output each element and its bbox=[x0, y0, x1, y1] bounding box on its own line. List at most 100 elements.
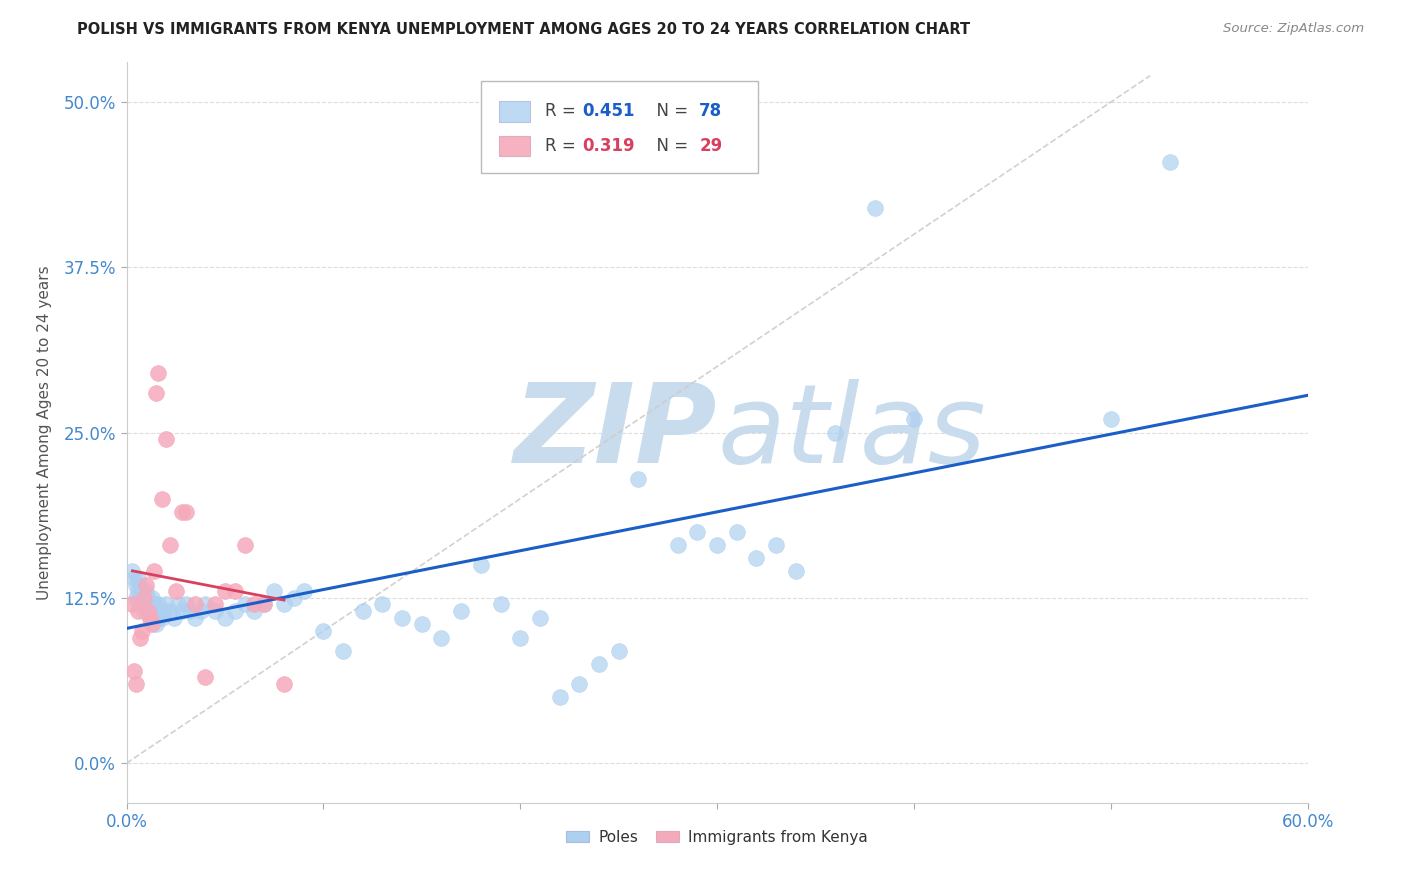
Point bbox=[863, 201, 886, 215]
Point bbox=[125, 591, 148, 605]
Point bbox=[588, 657, 610, 671]
Text: 29: 29 bbox=[699, 137, 723, 155]
Point bbox=[1159, 154, 1181, 169]
Point bbox=[273, 677, 295, 691]
Point bbox=[124, 571, 146, 585]
Point bbox=[136, 604, 159, 618]
Point bbox=[292, 584, 315, 599]
Point bbox=[131, 584, 153, 599]
Point bbox=[134, 591, 156, 605]
Point bbox=[139, 611, 162, 625]
Point bbox=[194, 598, 217, 612]
Point bbox=[134, 604, 156, 618]
Point bbox=[145, 617, 167, 632]
Point bbox=[127, 584, 149, 599]
Point bbox=[166, 598, 188, 612]
Text: ZIP: ZIP bbox=[513, 379, 717, 486]
Point bbox=[124, 664, 146, 678]
Point bbox=[666, 538, 689, 552]
Point bbox=[170, 604, 193, 618]
Point bbox=[509, 631, 531, 645]
Point bbox=[214, 611, 236, 625]
Point bbox=[121, 598, 143, 612]
Point bbox=[686, 524, 709, 539]
Point bbox=[243, 598, 266, 612]
Point bbox=[243, 604, 266, 618]
Text: R =: R = bbox=[544, 137, 581, 155]
Point bbox=[155, 598, 177, 612]
Point bbox=[450, 604, 472, 618]
Point bbox=[143, 565, 166, 579]
Point bbox=[568, 677, 591, 691]
Point bbox=[139, 611, 162, 625]
Point bbox=[149, 604, 172, 618]
Point bbox=[136, 591, 159, 605]
Point bbox=[159, 538, 181, 552]
Point bbox=[253, 598, 276, 612]
Point bbox=[150, 491, 173, 506]
Point bbox=[725, 524, 748, 539]
Text: N =: N = bbox=[647, 137, 693, 155]
Point bbox=[214, 584, 236, 599]
Point bbox=[312, 624, 335, 638]
Point bbox=[174, 505, 197, 519]
Point bbox=[273, 598, 295, 612]
Point bbox=[253, 598, 276, 612]
Point bbox=[548, 690, 571, 704]
Point bbox=[135, 577, 157, 591]
Point bbox=[706, 538, 728, 552]
Text: 78: 78 bbox=[699, 103, 723, 120]
Point bbox=[263, 584, 285, 599]
Point bbox=[141, 591, 163, 605]
Text: atlas: atlas bbox=[717, 379, 986, 486]
Point bbox=[1099, 412, 1122, 426]
Point bbox=[153, 604, 176, 618]
Point bbox=[127, 604, 149, 618]
Point bbox=[134, 591, 156, 605]
Legend: Poles, Immigrants from Kenya: Poles, Immigrants from Kenya bbox=[560, 823, 875, 851]
Point bbox=[136, 604, 159, 618]
Point bbox=[170, 505, 193, 519]
Point bbox=[125, 577, 148, 591]
Point bbox=[224, 604, 246, 618]
Point bbox=[332, 644, 354, 658]
Point bbox=[283, 591, 305, 605]
Point bbox=[785, 565, 807, 579]
Point bbox=[627, 472, 650, 486]
Point bbox=[391, 611, 413, 625]
Point bbox=[129, 591, 152, 605]
Text: R =: R = bbox=[544, 103, 581, 120]
Point bbox=[121, 565, 143, 579]
Point bbox=[824, 425, 846, 440]
Point bbox=[165, 584, 187, 599]
Point bbox=[174, 598, 197, 612]
Point bbox=[204, 604, 226, 618]
Point bbox=[159, 604, 181, 618]
FancyBboxPatch shape bbox=[499, 101, 530, 121]
Point bbox=[145, 386, 167, 401]
Point bbox=[179, 604, 201, 618]
Point bbox=[903, 412, 925, 426]
Point bbox=[143, 611, 166, 625]
Text: 0.319: 0.319 bbox=[582, 137, 636, 155]
Point bbox=[489, 598, 512, 612]
Point bbox=[155, 432, 177, 446]
Point bbox=[184, 611, 207, 625]
Point bbox=[141, 604, 163, 618]
Point bbox=[430, 631, 453, 645]
Point bbox=[411, 617, 433, 632]
Point bbox=[184, 598, 207, 612]
Point bbox=[371, 598, 394, 612]
Point bbox=[146, 611, 169, 625]
Text: POLISH VS IMMIGRANTS FROM KENYA UNEMPLOYMENT AMONG AGES 20 TO 24 YEARS CORRELATI: POLISH VS IMMIGRANTS FROM KENYA UNEMPLOY… bbox=[77, 22, 970, 37]
Point bbox=[146, 366, 169, 380]
Point bbox=[470, 558, 492, 572]
Point bbox=[224, 584, 246, 599]
FancyBboxPatch shape bbox=[481, 81, 758, 173]
Point bbox=[233, 598, 256, 612]
Point bbox=[127, 571, 149, 585]
Point bbox=[765, 538, 787, 552]
Point bbox=[146, 598, 169, 612]
Y-axis label: Unemployment Among Ages 20 to 24 years: Unemployment Among Ages 20 to 24 years bbox=[38, 265, 52, 600]
Point bbox=[194, 670, 217, 684]
